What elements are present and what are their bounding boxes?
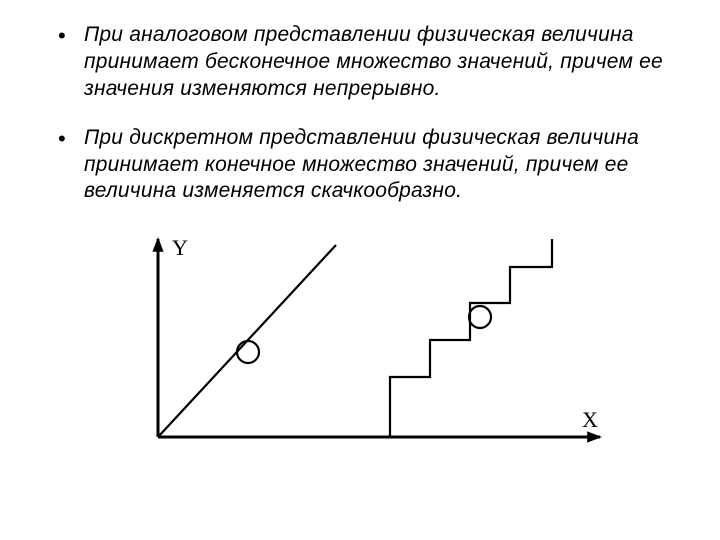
- svg-text:X: X: [582, 407, 598, 432]
- slide-root: При аналоговом представлении физическая …: [0, 0, 720, 467]
- analog-discrete-chart: YX: [100, 227, 620, 457]
- svg-text:Y: Y: [172, 235, 188, 260]
- bullet-item: При аналоговом представлении физическая …: [84, 22, 670, 103]
- figure-container: YX: [50, 227, 670, 457]
- bullet-list: При аналоговом представлении физическая …: [50, 22, 670, 205]
- bullet-item: При дискретном представлении физическая …: [84, 125, 670, 206]
